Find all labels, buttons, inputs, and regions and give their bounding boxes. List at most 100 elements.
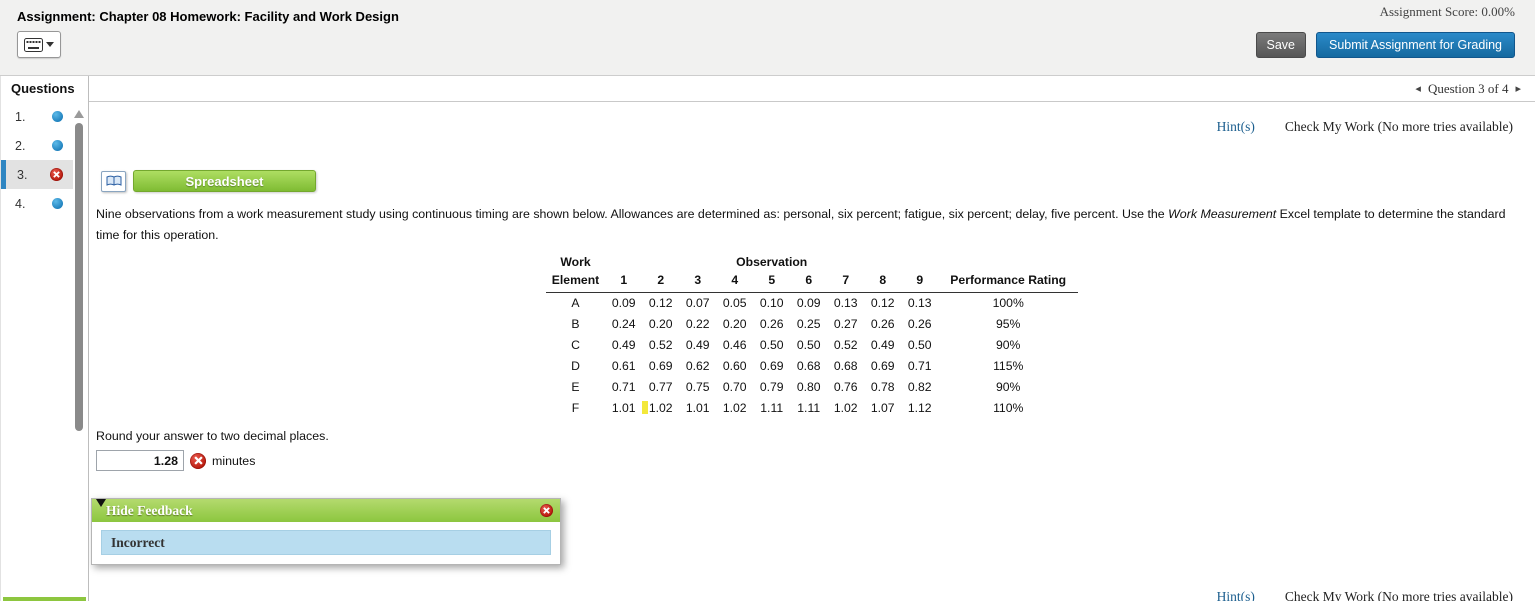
observation-cell: 0.68 [833, 359, 858, 373]
observation-cell: 0.20 [722, 317, 747, 331]
feedback-status: Incorrect [101, 530, 551, 555]
observation-group-header: Observation [736, 255, 808, 269]
feedback-panel: Hide Feedback Incorrect [91, 498, 561, 565]
observation-cell: 0.69 [870, 359, 895, 373]
next-question-check-row: Hint(s) Check My Work (No more tries ava… [89, 589, 1535, 601]
next-hints-link[interactable]: Hint(s) [1216, 589, 1255, 601]
observation-cell: 0.27 [833, 317, 858, 331]
column-header: 6 [790, 271, 828, 293]
answered-status-icon [52, 198, 63, 209]
column-header: Element [545, 271, 606, 293]
open-book-icon [106, 175, 122, 187]
observation-cell: 0.61 [611, 359, 636, 373]
prompt-text-1: Nine observations from a work measuremen… [96, 207, 1169, 221]
observation-cell: 0.75 [685, 380, 710, 394]
feedback-close-icon[interactable] [540, 504, 553, 517]
empty-group-header [938, 252, 1078, 271]
submit-assignment-button[interactable]: Submit Assignment for Grading [1316, 31, 1515, 58]
column-header: 4 [716, 271, 754, 293]
element-cell: B [571, 317, 580, 331]
question-number: 4. [15, 196, 26, 211]
observations-table: Work Observation Element 1 2 3 4 5 6 7 8 9 Perform… [545, 252, 1079, 419]
check-my-work-label: Check My Work (No more tries available) [1284, 119, 1513, 134]
observation-cell: 1.02 [722, 401, 747, 415]
question-content: Hint(s) Check My Work (No more tries ava… [89, 102, 1535, 601]
prompt-text-2: Excel template to determine the standard… [96, 207, 1506, 242]
observation-cell: 1.11 [760, 401, 784, 415]
question-number: 1. [15, 109, 26, 124]
scroll-up-icon[interactable] [74, 110, 84, 118]
prev-question-button[interactable]: ◂ [1415, 82, 1421, 95]
observation-cell: 1.12 [907, 401, 932, 415]
rating-cell: 110% [993, 401, 1024, 415]
sidebar-question-3[interactable]: 3. [1, 160, 73, 189]
observation-cell: 0.49 [685, 338, 710, 352]
observation-cell: 0.50 [759, 338, 784, 352]
rating-cell: 90% [996, 380, 1021, 394]
table-row: C 0.49 0.52 0.49 0.46 0.50 0.50 0.52 0.49 0.50 90% [546, 335, 1078, 356]
column-header: Performance Rating [938, 271, 1079, 293]
hints-link[interactable]: Hint(s) [1216, 119, 1255, 134]
column-header: 7 [827, 271, 865, 293]
spreadsheet-icon-button[interactable] [101, 170, 126, 192]
element-cell: C [571, 338, 580, 352]
sidebar-scrollbar[interactable] [73, 110, 85, 431]
rating-cell: 95% [996, 317, 1021, 331]
observation-cell: 1.01 [685, 401, 710, 415]
observation-cell: 0.68 [796, 359, 821, 373]
observation-cell: 1.11 [797, 401, 821, 415]
check-work-row: Hint(s) Check My Work (No more tries ava… [89, 119, 1535, 135]
scrollbar-thumb[interactable] [75, 123, 83, 431]
column-header: 5 [753, 271, 791, 293]
observation-cell: 0.49 [870, 338, 895, 352]
column-header: 9 [901, 271, 939, 293]
observation-cell: 0.50 [907, 338, 932, 352]
observation-cell: 0.09 [611, 296, 636, 310]
assignment-score: Assignment Score: 0.00% [1379, 4, 1515, 19]
keyboard-icon [24, 37, 43, 52]
observation-cell: 0.12 [870, 296, 895, 310]
answer-row: minutes [96, 450, 1535, 471]
observation-cell: 0.62 [685, 359, 710, 373]
observation-cell: 0.82 [907, 380, 932, 394]
sidebar-question-1[interactable]: 1. [1, 102, 73, 131]
prompt-italic: Work Measurement [1168, 207, 1277, 221]
observation-cell: 0.52 [833, 338, 858, 352]
sidebar-bottom-strip [3, 597, 86, 601]
observation-cell: 0.71 [611, 380, 636, 394]
next-question-button[interactable]: ▸ [1515, 82, 1521, 95]
element-cell: E [571, 380, 580, 394]
spreadsheet-button[interactable]: Spreadsheet [133, 170, 316, 192]
sidebar-question-4[interactable]: 4. [1, 189, 73, 218]
observation-cell: 0.46 [722, 338, 747, 352]
observation-cell: 0.05 [722, 296, 747, 310]
observation-cell: 0.50 [796, 338, 821, 352]
observation-cell: 0.60 [722, 359, 747, 373]
sidebar-question-2[interactable]: 2. [1, 131, 73, 160]
answer-unit-label: minutes [212, 453, 256, 468]
observation-cell: 0.13 [833, 296, 858, 310]
table-row: D 0.61 0.69 0.62 0.60 0.69 0.68 0.68 0.69 0.71 115… [546, 356, 1078, 377]
observation-cell: 0.13 [907, 296, 932, 310]
save-button[interactable]: Save [1255, 31, 1306, 58]
answered-status-icon [52, 140, 63, 151]
observation-cell: 1.02 [833, 401, 858, 415]
rating-cell: 90% [996, 338, 1021, 352]
observation-cell: 0.09 [796, 296, 821, 310]
spreadsheet-row: Spreadsheet [101, 170, 1535, 192]
keyboard-shortcuts-button[interactable] [17, 31, 61, 58]
observation-cell: 0.78 [870, 380, 895, 394]
answer-input[interactable] [96, 450, 184, 471]
observation-cell: 0.70 [722, 380, 747, 394]
column-header: 8 [864, 271, 902, 293]
observation-cell: 0.80 [796, 380, 821, 394]
assignment-title: Assignment: Chapter 08 Homework: Facilit… [17, 9, 399, 24]
table-row: E 0.71 0.77 0.75 0.70 0.79 0.80 0.76 0.78 0.82 90% [546, 377, 1078, 398]
observation-cell: 0.22 [685, 317, 710, 331]
questions-sidebar: Questions 1. 2. 3. 4. [0, 76, 89, 601]
table-row: A 0.09 0.12 0.07 0.05 0.10 0.09 0.13 0.12 0.13 100… [546, 293, 1078, 315]
observation-cell: 0.52 [648, 338, 673, 352]
rating-cell: 100% [992, 296, 1024, 310]
work-group-header: Work [560, 255, 591, 269]
hide-feedback-toggle[interactable]: Hide Feedback [92, 499, 560, 522]
